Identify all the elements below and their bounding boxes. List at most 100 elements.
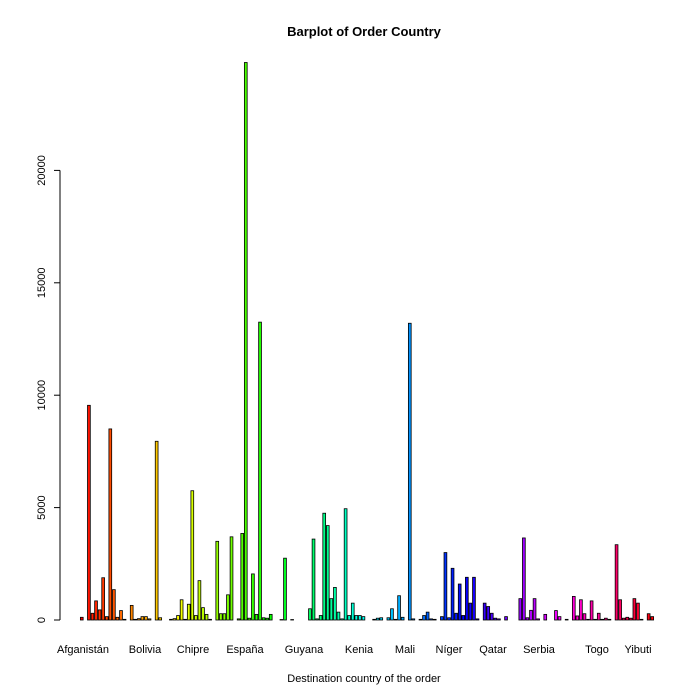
- bar: [340, 618, 344, 621]
- bar: [208, 618, 212, 621]
- bar: [87, 404, 91, 621]
- bar: [429, 618, 433, 621]
- bar: [618, 599, 622, 621]
- x-tick-label: Togo: [585, 644, 609, 656]
- bar: [358, 615, 362, 621]
- bar: [236, 618, 241, 621]
- bar: [375, 617, 380, 621]
- bar: [229, 536, 234, 621]
- bar: [283, 557, 287, 621]
- bar: [497, 618, 501, 621]
- bar: [632, 598, 637, 621]
- bar: [386, 617, 391, 621]
- bar: [268, 613, 273, 621]
- bar: [493, 617, 498, 621]
- bar: [543, 613, 548, 621]
- bar: [614, 544, 619, 621]
- bar: [325, 525, 330, 621]
- bar: [440, 616, 444, 621]
- bar: [122, 618, 127, 621]
- bar: [407, 322, 412, 621]
- bar: [454, 612, 458, 621]
- x-tick-label: Yibuti: [624, 644, 651, 656]
- bar: [361, 616, 366, 621]
- bar: [482, 602, 487, 621]
- bar: [564, 618, 569, 621]
- bar: [315, 618, 319, 621]
- bar: [318, 615, 323, 621]
- bar: [411, 618, 416, 621]
- bar: [518, 598, 523, 621]
- bar: [183, 618, 187, 621]
- x-tick-labels: Afganistán Bolivia Chipre España Guyana Kenia…: [57, 644, 652, 656]
- bar: [457, 583, 462, 621]
- bar: [582, 613, 587, 621]
- bar: [596, 612, 601, 621]
- bar: [350, 602, 355, 621]
- x-tick-label: Kenia: [345, 644, 374, 656]
- y-tick-label: 5000: [36, 495, 48, 519]
- bar: [475, 618, 480, 621]
- bar: [251, 573, 255, 621]
- bar: [450, 567, 455, 621]
- bar: [347, 615, 351, 621]
- bar: [204, 613, 209, 621]
- bar: [636, 602, 640, 621]
- bar: [579, 599, 583, 621]
- bar: [179, 599, 184, 621]
- bar: [240, 533, 245, 621]
- bar: [397, 595, 401, 621]
- bar: [104, 616, 109, 621]
- bar: [222, 613, 227, 621]
- bar: [90, 612, 95, 621]
- bar: [108, 428, 113, 621]
- bar: [176, 615, 180, 621]
- bar: [133, 618, 138, 621]
- bar: [639, 618, 644, 621]
- bar: [379, 617, 384, 621]
- bar: [589, 600, 594, 621]
- bar: [443, 552, 448, 621]
- bar: [115, 616, 120, 621]
- y-tick-label: 0: [36, 617, 48, 623]
- bar: [504, 616, 508, 621]
- bar: [219, 613, 223, 621]
- y-axis: 0 5000 10000 15000 20000: [36, 155, 61, 623]
- bar: [522, 537, 526, 621]
- bar: [465, 576, 469, 621]
- x-tick-label: Qatar: [479, 644, 507, 656]
- bar: [140, 616, 145, 621]
- bar: [201, 607, 205, 621]
- x-tick-label: Guyana: [285, 644, 324, 656]
- bar: [147, 618, 152, 621]
- bar: [215, 540, 220, 621]
- bar: [79, 616, 84, 621]
- x-tick-label: Afganistán: [57, 644, 109, 656]
- bar: [529, 609, 533, 621]
- bar: [646, 613, 651, 621]
- bar: [243, 62, 248, 621]
- bar: [586, 618, 590, 621]
- x-tick-label: Chipre: [177, 644, 209, 656]
- bar: [600, 618, 605, 621]
- bar: [119, 610, 123, 621]
- bar: [97, 609, 102, 621]
- x-tick-label: Bolivia: [129, 644, 162, 656]
- bar: [422, 615, 426, 621]
- bar: [461, 615, 466, 621]
- x-tick-label: Níger: [436, 644, 463, 656]
- bar: [336, 611, 341, 621]
- y-tick-label: 10000: [36, 380, 48, 411]
- bar: [258, 321, 262, 621]
- bar: [486, 606, 491, 621]
- bar: [101, 577, 105, 621]
- bar: [432, 618, 437, 621]
- bar: [169, 618, 173, 621]
- y-tick-label: 20000: [36, 155, 48, 186]
- bar: [186, 603, 191, 621]
- bar: [621, 617, 626, 621]
- bar: [625, 616, 630, 621]
- bar: [604, 617, 608, 621]
- bar: [308, 608, 312, 621]
